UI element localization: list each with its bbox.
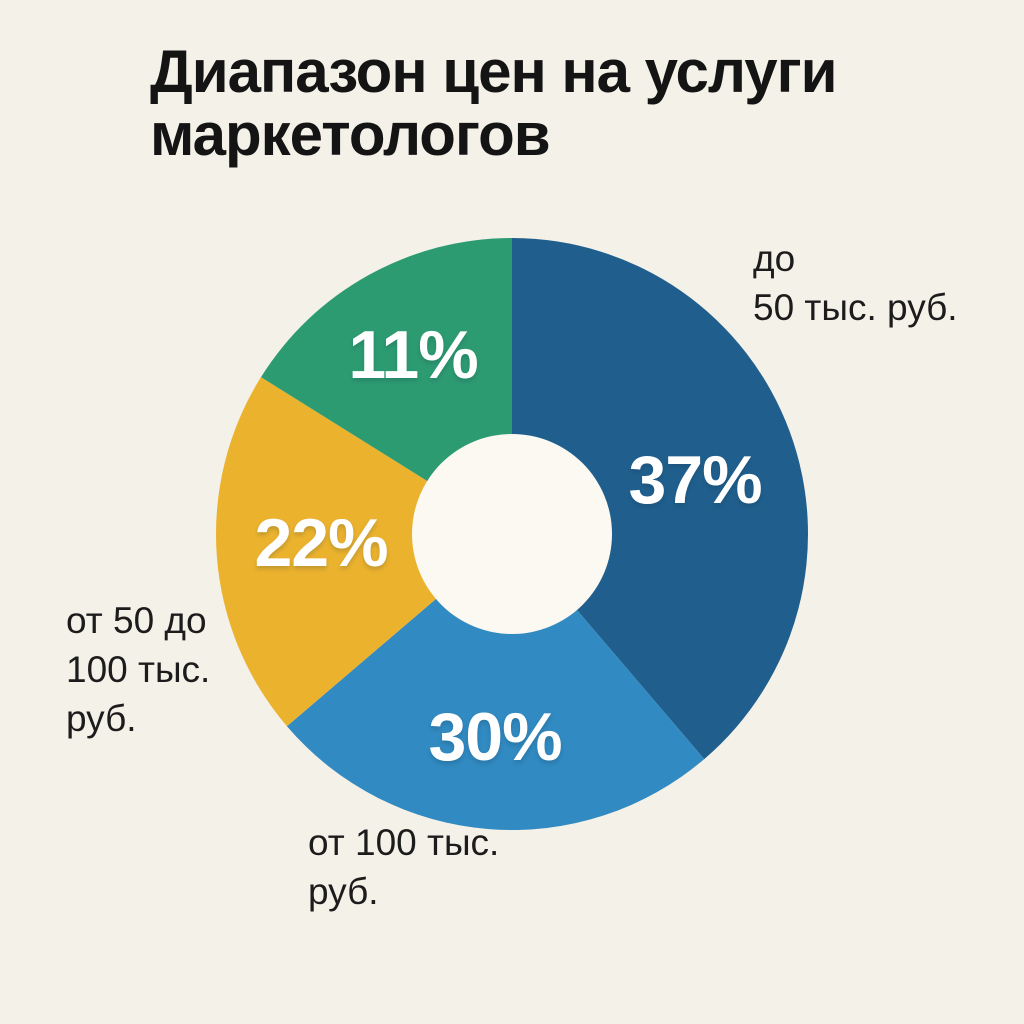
slice-category-label-1: от 50 до 100 тыс. руб. [66, 600, 211, 739]
chart-title: Диапазон цен на услуги маркетологов [150, 38, 837, 168]
pie-slice-37-percent [512, 238, 808, 760]
slice-percent-label-37: 37% [628, 442, 762, 518]
pie-slice-30-percent [286, 534, 705, 830]
pie-slice-22-percent [215, 377, 512, 727]
slice-category-label-0: до 50 тыс. руб. [753, 238, 958, 328]
slice-percent-label-22: 22% [254, 505, 388, 581]
slice-percent-label-11: 11% [348, 317, 478, 393]
slice-percent-label-30: 30% [428, 699, 562, 775]
slice-category-label-2: от 100 тыс. руб. [308, 822, 500, 912]
donut-hole [412, 434, 612, 634]
